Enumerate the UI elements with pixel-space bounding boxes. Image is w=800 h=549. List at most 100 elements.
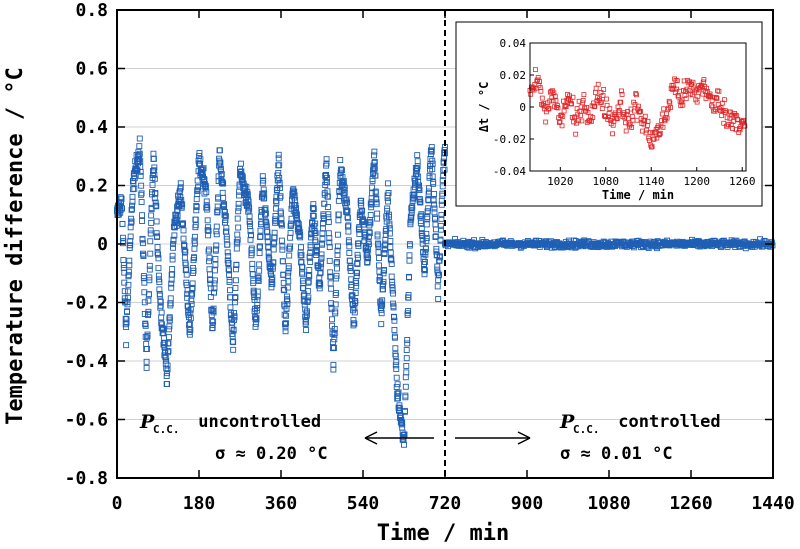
data-point [139, 236, 146, 243]
data-point [190, 267, 197, 274]
main-y-ticks: -0.8 -0.6 -0.4 -0.2 0 0.2 0.4 0.6 0.8 [65, 0, 773, 489]
data-point [180, 235, 187, 242]
data-point [365, 255, 371, 262]
data-point [210, 305, 217, 312]
data-point [293, 215, 300, 222]
data-point [354, 261, 361, 267]
data-point [135, 152, 142, 159]
data-point [324, 179, 330, 186]
data-point [365, 239, 372, 246]
data-point [341, 183, 348, 190]
data-point [216, 155, 222, 162]
data-point [174, 213, 181, 220]
data-point [168, 284, 175, 291]
inset-y-ticks: -0.04 -0.02 0 0.02 0.04 [493, 37, 534, 178]
data-point [142, 321, 149, 328]
x-tick-label: 1080 [587, 493, 630, 514]
data-point [406, 252, 413, 259]
data-point [396, 402, 403, 409]
data-point [143, 358, 150, 365]
annotation-left: P C.C. uncontrolled σ ≈ 0.20 °C [139, 411, 328, 464]
data-point [213, 231, 220, 238]
data-point [306, 273, 313, 279]
data-point [164, 381, 171, 387]
data-point [369, 177, 376, 184]
inset-x-ticks: 1020 1080 1140 1200 1260 [547, 167, 755, 188]
data-point [324, 174, 330, 181]
x-tick-label: 1260 [669, 493, 712, 514]
data-point [189, 286, 196, 293]
data-point [392, 351, 399, 358]
data-point [123, 319, 130, 326]
inset-data-point [623, 120, 628, 126]
data-point [269, 265, 276, 272]
data-point [235, 224, 242, 231]
data-point [212, 247, 219, 254]
data-point [391, 334, 398, 341]
data-point [279, 258, 286, 265]
data-point [406, 257, 413, 264]
data-point [364, 259, 371, 266]
data-point [395, 393, 402, 400]
data-point [164, 370, 171, 377]
inset-data-point [655, 123, 661, 129]
data-point [233, 261, 240, 268]
data-point [434, 263, 441, 270]
data-point [429, 166, 436, 173]
inset-data-point [623, 128, 629, 134]
data-point [426, 185, 433, 192]
inset-data-point [572, 114, 578, 120]
data-point [156, 279, 163, 286]
data-point [317, 281, 324, 288]
data-point [415, 173, 422, 180]
inset-data-points [527, 67, 748, 150]
data-point [392, 362, 399, 369]
data-point [257, 227, 264, 234]
inset-data-point [597, 100, 603, 106]
data-point [325, 211, 332, 218]
data-point [284, 272, 291, 279]
data-point [232, 295, 238, 301]
data-point [187, 315, 194, 322]
data-point [433, 245, 440, 252]
data-point [220, 202, 227, 209]
inset-y-tick-label: 0 [519, 101, 526, 114]
inset-data-point [619, 91, 625, 97]
data-point [231, 310, 238, 316]
data-point [345, 222, 352, 229]
data-point [310, 206, 317, 212]
data-point [380, 286, 386, 293]
data-point [157, 302, 164, 309]
data-point [263, 219, 269, 226]
data-point [410, 195, 417, 202]
data-point [421, 271, 428, 278]
right-p-subscript: C.C. [573, 423, 600, 436]
data-point [220, 194, 227, 201]
data-point [204, 204, 211, 211]
data-point [379, 282, 386, 289]
inset-data-point [563, 103, 568, 108]
data-point [169, 256, 176, 263]
data-point [270, 259, 277, 266]
data-point [358, 208, 365, 215]
right-arrow [455, 431, 531, 445]
data-point [404, 337, 411, 343]
data-point [333, 290, 340, 296]
data-point [392, 345, 399, 352]
data-point [260, 177, 267, 184]
data-point [246, 213, 253, 220]
data-point [282, 328, 289, 335]
data-point [123, 342, 130, 349]
data-point [146, 262, 153, 269]
data-point [283, 320, 289, 327]
data-point [124, 288, 131, 295]
data-point [390, 290, 397, 297]
data-point [335, 211, 342, 218]
data-point [299, 271, 306, 278]
data-point [138, 199, 145, 206]
data-point [393, 358, 400, 365]
data-point [226, 277, 233, 284]
data-point [205, 224, 212, 231]
data-point [286, 252, 293, 259]
right-sigma-label: σ ≈ 0.01 °C [560, 444, 673, 464]
